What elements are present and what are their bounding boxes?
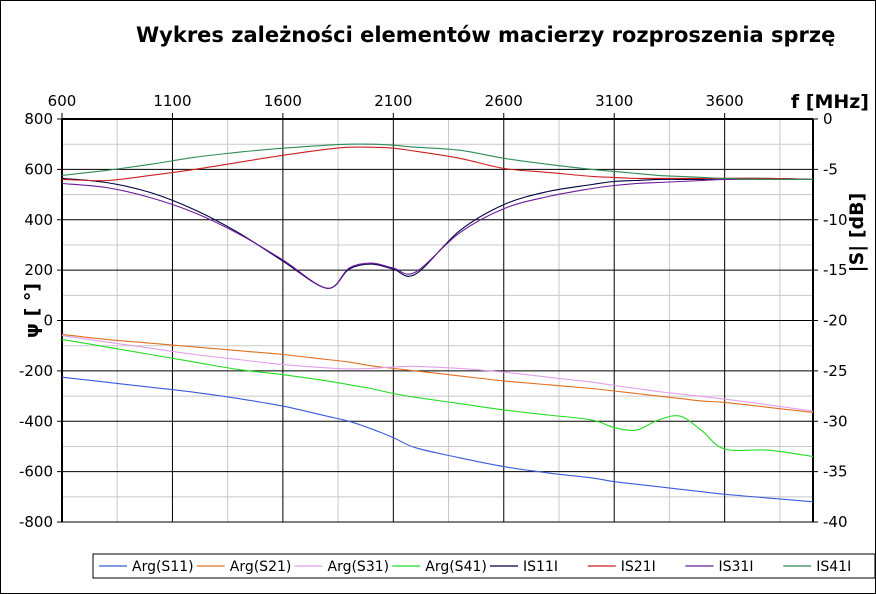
y-left-tick-label: 800 [24, 110, 53, 128]
x-axis-label: f [MHz] [791, 91, 869, 113]
x-tick-label: 600 [48, 92, 77, 110]
series-line-is11i [61, 177, 814, 289]
x-tick-label: 2600 [485, 92, 523, 110]
x-tick-label: 1100 [153, 92, 191, 110]
legend-label-arg-s31-: Arg(S31) [328, 559, 390, 575]
y-left-tick-label: -400 [19, 412, 53, 430]
series-line-arg-s31- [61, 335, 814, 412]
legend-label-is41i: IS41I [816, 559, 851, 575]
series-line-is21i [61, 146, 814, 182]
y-left-tick-label: 0 [43, 312, 53, 330]
y-right-tick-label: -15 [823, 261, 848, 279]
legend-label-arg-s41-: Arg(S41) [425, 559, 487, 575]
y-left-axis-label: ψ [ °] [21, 283, 43, 338]
y-right-tick-label: -20 [823, 312, 848, 330]
legend-label-is11i: IS11I [523, 559, 558, 575]
y-left-tick-label: 600 [24, 160, 53, 178]
y-right-tick-label: -40 [823, 513, 848, 531]
series-line-arg-s11- [61, 376, 814, 503]
y-right-tick-label: -30 [823, 412, 848, 430]
legend-label-arg-s21-: Arg(S21) [230, 559, 292, 575]
y-left-tick-label: -800 [19, 513, 53, 531]
y-right-tick-label: -10 [823, 211, 848, 229]
x-tick-label: 2100 [374, 92, 412, 110]
legend: Arg(S11) Arg(S21) Arg(S31) Arg(S41) IS11I IS2… [92, 553, 875, 579]
y-right-tick-label: -25 [823, 362, 848, 380]
chart-title: Wykres zależności elementów macierzy roz… [136, 23, 836, 47]
y-right-axis-label: |S| [dB] [846, 193, 868, 273]
series-line-is41i [61, 143, 814, 181]
legend-label-is21i: IS21I [621, 559, 656, 575]
series-line-arg-s41- [61, 338, 814, 458]
y-left-tick-label: 200 [24, 261, 53, 279]
x-tick-label: 3100 [595, 92, 633, 110]
y-left-tick-label: -600 [19, 463, 53, 481]
y-right-tick-label: 0 [823, 110, 833, 128]
y-left-tick-label: -200 [19, 362, 53, 380]
x-tick-label: 3600 [706, 92, 744, 110]
y-right-tick-label: -35 [823, 463, 848, 481]
legend-label-is31i: IS31I [719, 559, 754, 575]
x-tick-label: 1600 [264, 92, 302, 110]
series-line-is31i [61, 178, 813, 289]
y-right-tick-label: -5 [823, 160, 838, 178]
series-line-arg-s21- [61, 333, 814, 413]
y-left-tick-label: 400 [24, 211, 53, 229]
legend-label-arg-s11-: Arg(S11) [132, 559, 194, 575]
